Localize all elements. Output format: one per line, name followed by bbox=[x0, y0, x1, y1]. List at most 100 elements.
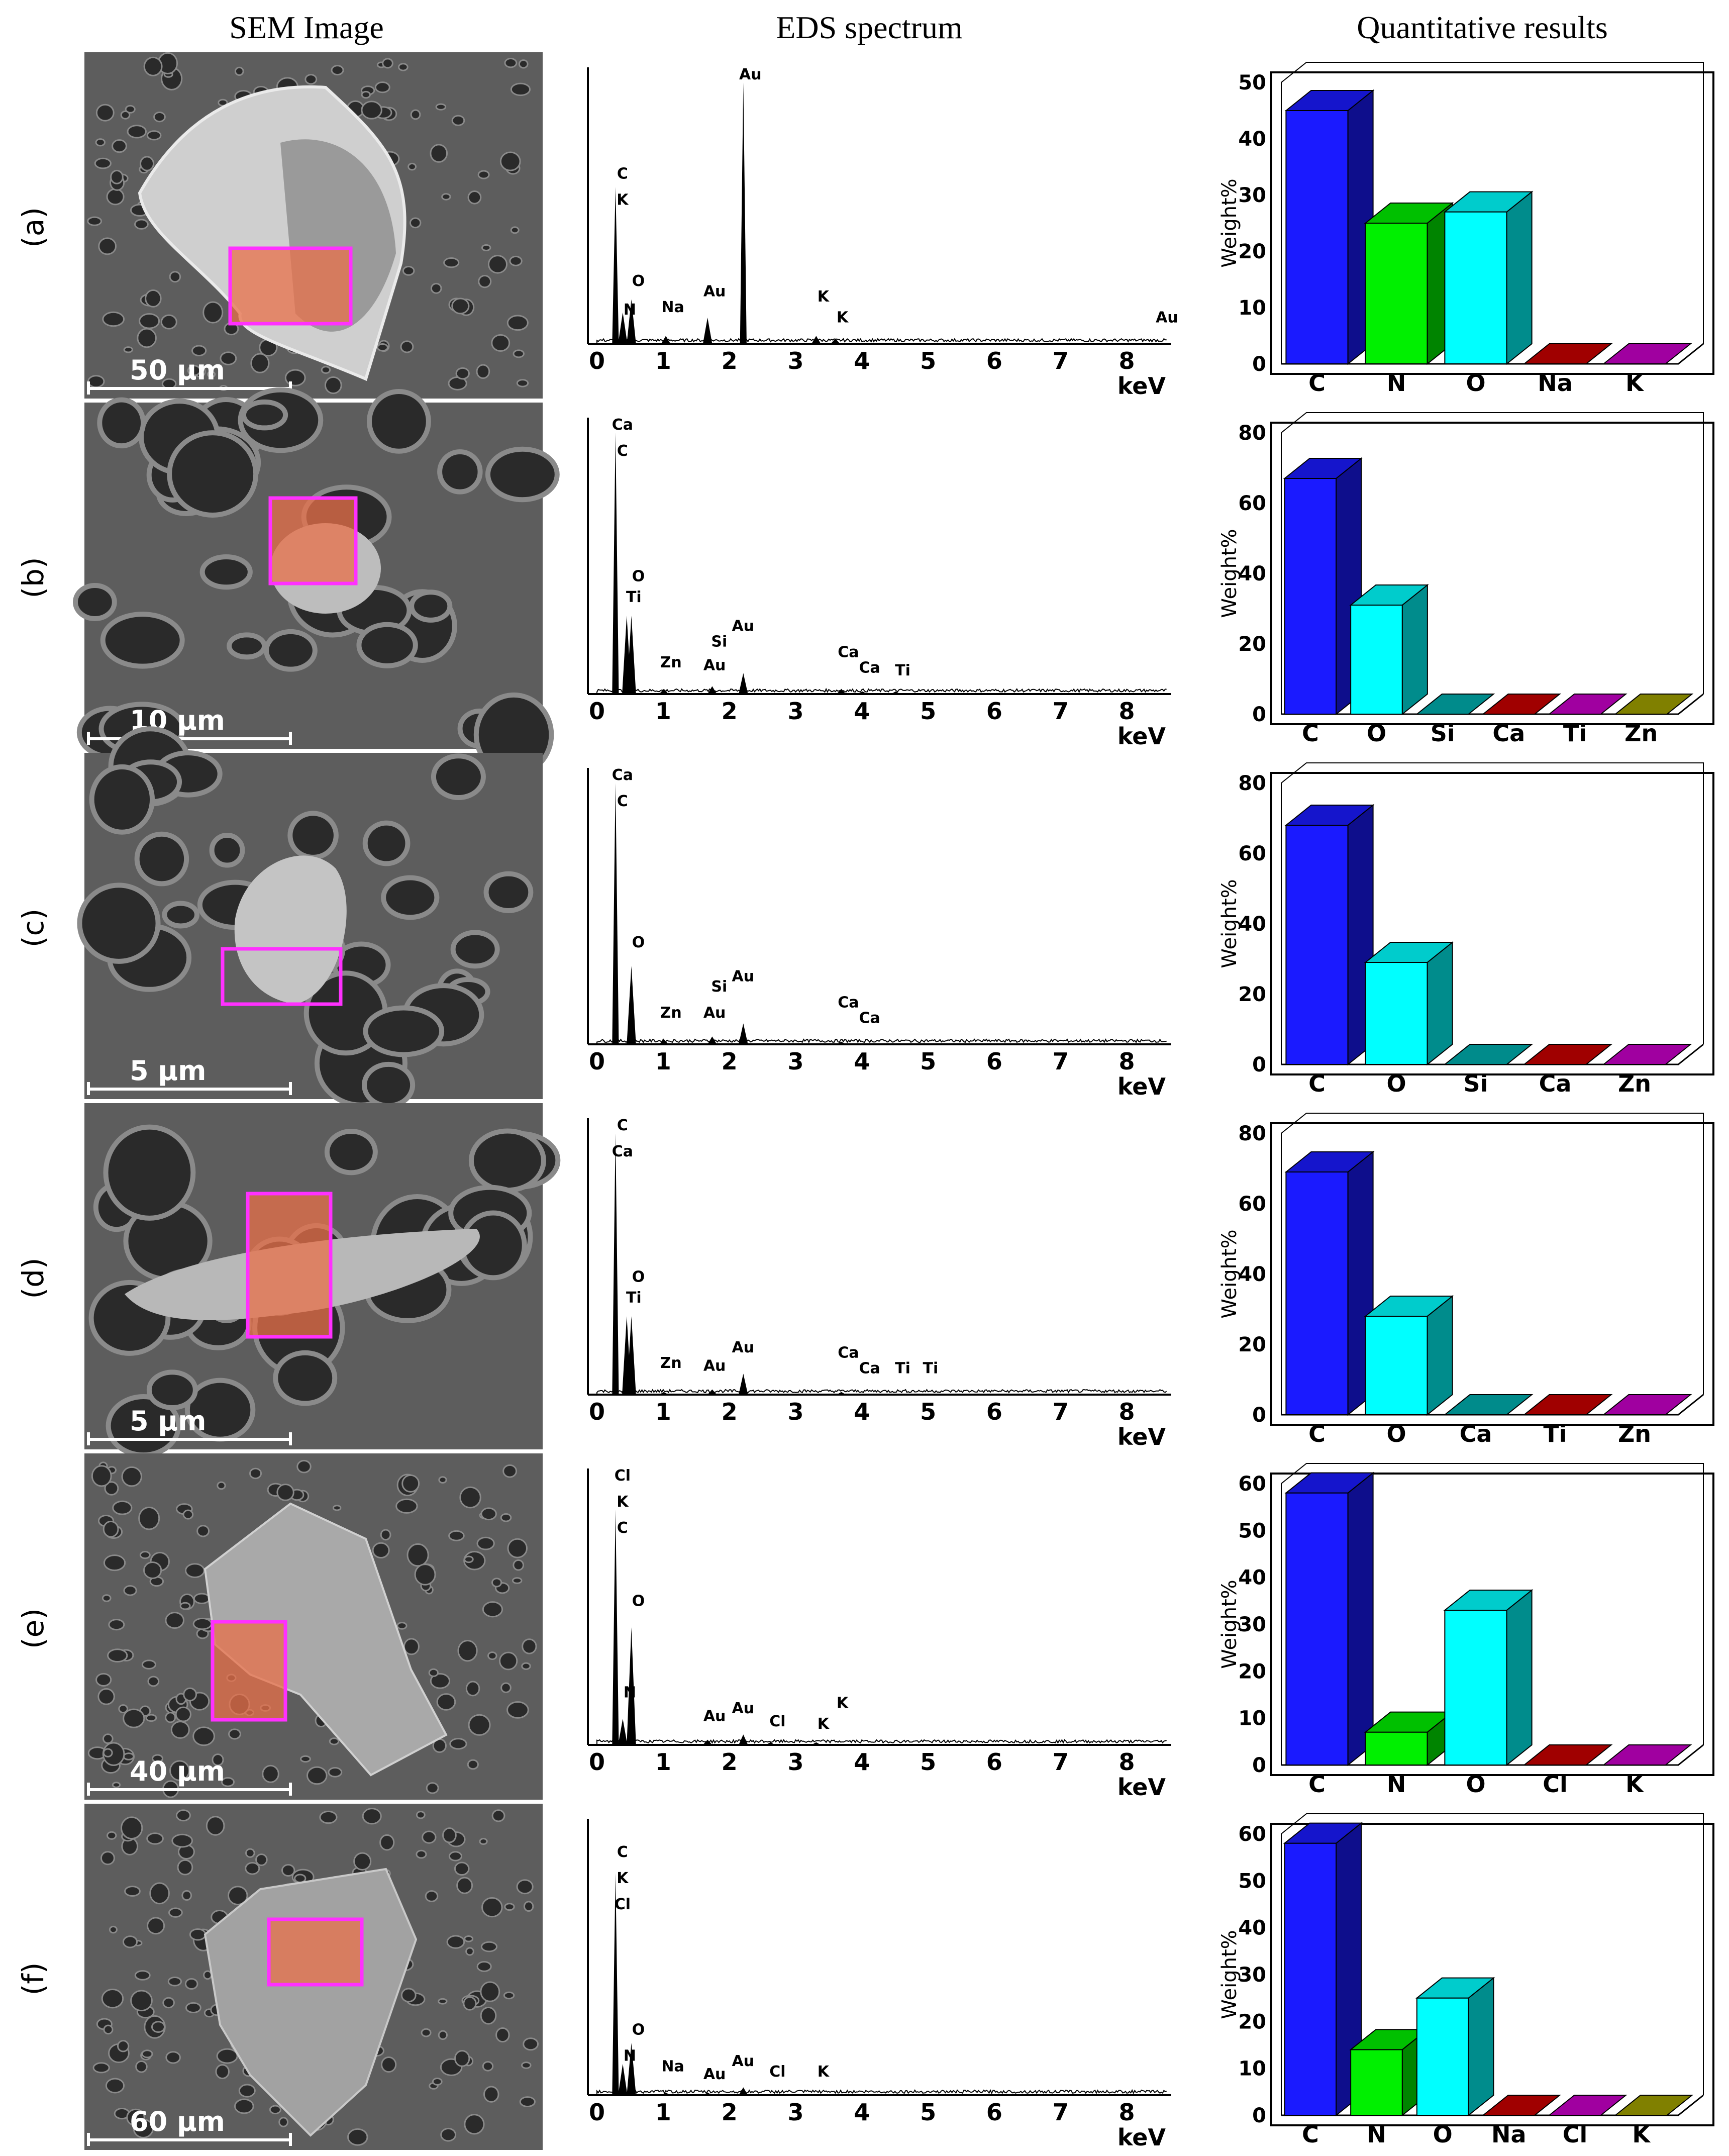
eds-peak-label: Ti bbox=[895, 1360, 910, 1378]
eds-peak bbox=[702, 318, 713, 344]
sem-pore bbox=[402, 265, 415, 276]
sem-pore bbox=[464, 2114, 485, 2135]
sem-pore bbox=[162, 901, 200, 929]
sem-pore bbox=[89, 764, 155, 835]
eds-x-tick-label: 2 bbox=[722, 698, 738, 725]
eds-peak-label: Si bbox=[711, 978, 727, 996]
quant-frame bbox=[1270, 1823, 1714, 2126]
sem-pore bbox=[139, 313, 160, 329]
quant-bar-front bbox=[1416, 1997, 1469, 2116]
sem-pore bbox=[212, 1753, 224, 1767]
sem-pore bbox=[187, 365, 201, 376]
quant-bar-top bbox=[1364, 1296, 1454, 1317]
quant-chart: 0 20 40 60 80 Weight% C O Si Ca Zn bbox=[1218, 762, 1714, 1097]
quant-back-edges bbox=[1281, 62, 1704, 364]
eds-x-tick-label: 2 bbox=[722, 1398, 738, 1425]
sem-pore bbox=[245, 1862, 260, 1875]
sem-pore bbox=[499, 151, 521, 171]
scale-bar-label: 5 µm bbox=[130, 1055, 206, 1087]
quant-category-label: Cl bbox=[1563, 2121, 1588, 2148]
quant-y-tick-label: 10 bbox=[1238, 297, 1266, 320]
sem-pore bbox=[513, 1559, 525, 1571]
sem-pore bbox=[319, 1810, 338, 1824]
sem-pore bbox=[284, 369, 306, 386]
sem-particle bbox=[234, 855, 347, 1004]
sem-pore bbox=[262, 1765, 279, 1783]
quant-y-tick-label: 50 bbox=[1238, 1519, 1266, 1542]
sem-pore bbox=[480, 1507, 497, 1521]
eds-baseline bbox=[596, 2089, 1167, 2095]
sem-pore bbox=[101, 1988, 124, 2009]
eds-peak bbox=[739, 1023, 748, 1044]
sem-pore bbox=[218, 99, 228, 107]
sem-pore bbox=[171, 1833, 193, 1848]
sem-pore bbox=[480, 2006, 497, 2025]
sem-pore bbox=[127, 125, 147, 139]
eds-peak bbox=[612, 1133, 619, 1395]
sem-pore bbox=[102, 311, 125, 327]
eds-peak-label: N bbox=[624, 2047, 636, 2065]
eds-x-tick-label: 0 bbox=[589, 347, 605, 374]
eds-peak-label: Ca bbox=[612, 766, 633, 784]
eds-peak bbox=[627, 616, 636, 694]
eds-peak-label: O bbox=[632, 1593, 645, 1610]
eds-peak bbox=[659, 1392, 669, 1395]
quant-bar bbox=[1349, 583, 1429, 716]
sem-pore bbox=[479, 1838, 488, 1845]
sem-pore bbox=[202, 301, 224, 324]
quant-y-axis-label: Weight% bbox=[1218, 1930, 1241, 2019]
sem-pore bbox=[97, 397, 146, 449]
sem-pore bbox=[109, 1925, 118, 1934]
sem-pore bbox=[95, 1673, 112, 1687]
sem-pore bbox=[192, 1617, 213, 1630]
sem-pore bbox=[451, 115, 465, 126]
sem-pore bbox=[112, 139, 127, 153]
sem-pore bbox=[482, 2061, 494, 2072]
sem-pore bbox=[448, 1851, 462, 1861]
quant-bar-front bbox=[1285, 825, 1349, 1065]
eds-peak bbox=[739, 1734, 748, 1745]
eds-peak-label: Au bbox=[703, 2066, 726, 2083]
sem-pore bbox=[169, 1760, 190, 1781]
quant-category-label: K bbox=[1625, 369, 1645, 397]
eds-x-tick-label: 8 bbox=[1119, 1398, 1135, 1425]
eds-x-tick-label: 5 bbox=[920, 1048, 936, 1075]
quant-bar-side bbox=[1427, 1295, 1453, 1416]
eds-x-unit: keV bbox=[1117, 723, 1166, 750]
sem-pore bbox=[189, 1928, 207, 1941]
eds-peak-label: K bbox=[818, 288, 830, 306]
eds-x-tick-label: 1 bbox=[655, 347, 671, 374]
sem-pore bbox=[101, 1594, 112, 1602]
sem-pore bbox=[491, 334, 511, 352]
quant-bar bbox=[1613, 2095, 1694, 2116]
sem-pore bbox=[304, 74, 318, 85]
eds-peak bbox=[707, 1389, 717, 1395]
sem-pore bbox=[118, 1704, 128, 1714]
eds-peak bbox=[837, 689, 846, 694]
sem-pore bbox=[362, 1808, 382, 1825]
eds-x-tick-label: 6 bbox=[986, 1048, 1002, 1075]
sem-pore bbox=[361, 90, 371, 99]
sem-pore bbox=[98, 237, 117, 255]
sem-pore bbox=[380, 1529, 391, 1541]
eds-peak-label: Au bbox=[703, 1004, 726, 1022]
eds-peak bbox=[702, 1739, 713, 1745]
quant-bar-flat bbox=[1548, 2095, 1628, 2116]
sem-pore bbox=[401, 1474, 420, 1493]
quant-y-tick-label: 60 bbox=[1238, 842, 1266, 865]
sem-pore bbox=[146, 1369, 198, 1410]
eds-peak-label: O bbox=[632, 272, 645, 290]
eds-x-tick-label: 1 bbox=[655, 1398, 671, 1425]
eds-peak-label: Na bbox=[661, 299, 684, 316]
sem-pore bbox=[430, 144, 448, 163]
sem-pore bbox=[255, 1853, 268, 1866]
sem-pore bbox=[438, 1476, 447, 1484]
eds-peak-label: O bbox=[632, 1268, 645, 1286]
eds-peak-label: Cl bbox=[769, 1713, 785, 1730]
sem-pore bbox=[287, 811, 339, 860]
eds-selection-box bbox=[268, 496, 358, 585]
sem-pore bbox=[296, 1459, 312, 1474]
sem-pore bbox=[217, 1481, 226, 1490]
eds-peak bbox=[612, 187, 619, 344]
eds-x-tick-label: 8 bbox=[1119, 2099, 1135, 2126]
